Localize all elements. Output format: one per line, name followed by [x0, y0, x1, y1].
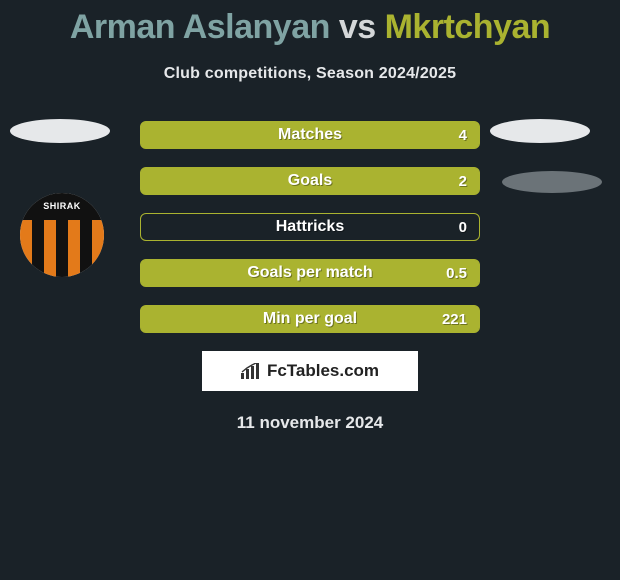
club-stripe [68, 220, 80, 277]
comparison-title: Arman Aslanyan vs Mkrtchyan [0, 0, 620, 47]
club-stripe [44, 220, 56, 277]
vs-separator: vs [339, 8, 376, 46]
stat-value: 0 [459, 219, 467, 236]
stat-bar: Goals 2 [140, 167, 480, 195]
club-stripe [56, 220, 68, 277]
player2-photo-placeholder [490, 119, 590, 143]
stat-label: Hattricks [276, 218, 344, 236]
club-stripe [92, 220, 104, 277]
stat-bar: Hattricks 0 [140, 213, 480, 241]
stat-value: 2 [459, 173, 467, 190]
club-stripe [20, 220, 32, 277]
player2-name: Mkrtchyan [385, 8, 551, 46]
stat-bar: Goals per match 0.5 [140, 259, 480, 287]
stat-bar: Matches 4 [140, 121, 480, 149]
player1-photo-placeholder [10, 119, 110, 143]
club-stripe [80, 220, 92, 277]
stat-value: 0.5 [446, 265, 467, 282]
brand-text: FcTables.com [267, 361, 379, 381]
stat-label: Min per goal [263, 310, 357, 328]
club-stripe [32, 220, 44, 277]
stat-value: 4 [459, 127, 467, 144]
club-name-label: SHIRAK [20, 193, 104, 220]
stat-label: Goals per match [247, 264, 372, 282]
player1-club-badge: SHIRAK [20, 193, 104, 277]
chart-icon [241, 363, 261, 379]
brand-box: FcTables.com [202, 351, 418, 391]
subtitle: Club competitions, Season 2024/2025 [0, 65, 620, 83]
stat-bars: Matches 4 Goals 2 Hattricks 0 Goals per match 0… [140, 121, 480, 333]
stat-label: Matches [278, 126, 342, 144]
stat-label: Goals [288, 172, 332, 190]
club-stripes [20, 220, 104, 277]
date-label: 11 november 2024 [0, 413, 620, 433]
stats-section: SHIRAK Matches 4 Goals 2 Hattricks 0 Goals per… [0, 121, 620, 433]
player2-club-placeholder [502, 171, 602, 193]
player1-name: Arman Aslanyan [70, 8, 330, 46]
stat-bar: Min per goal 221 [140, 305, 480, 333]
stat-value: 221 [442, 311, 467, 328]
